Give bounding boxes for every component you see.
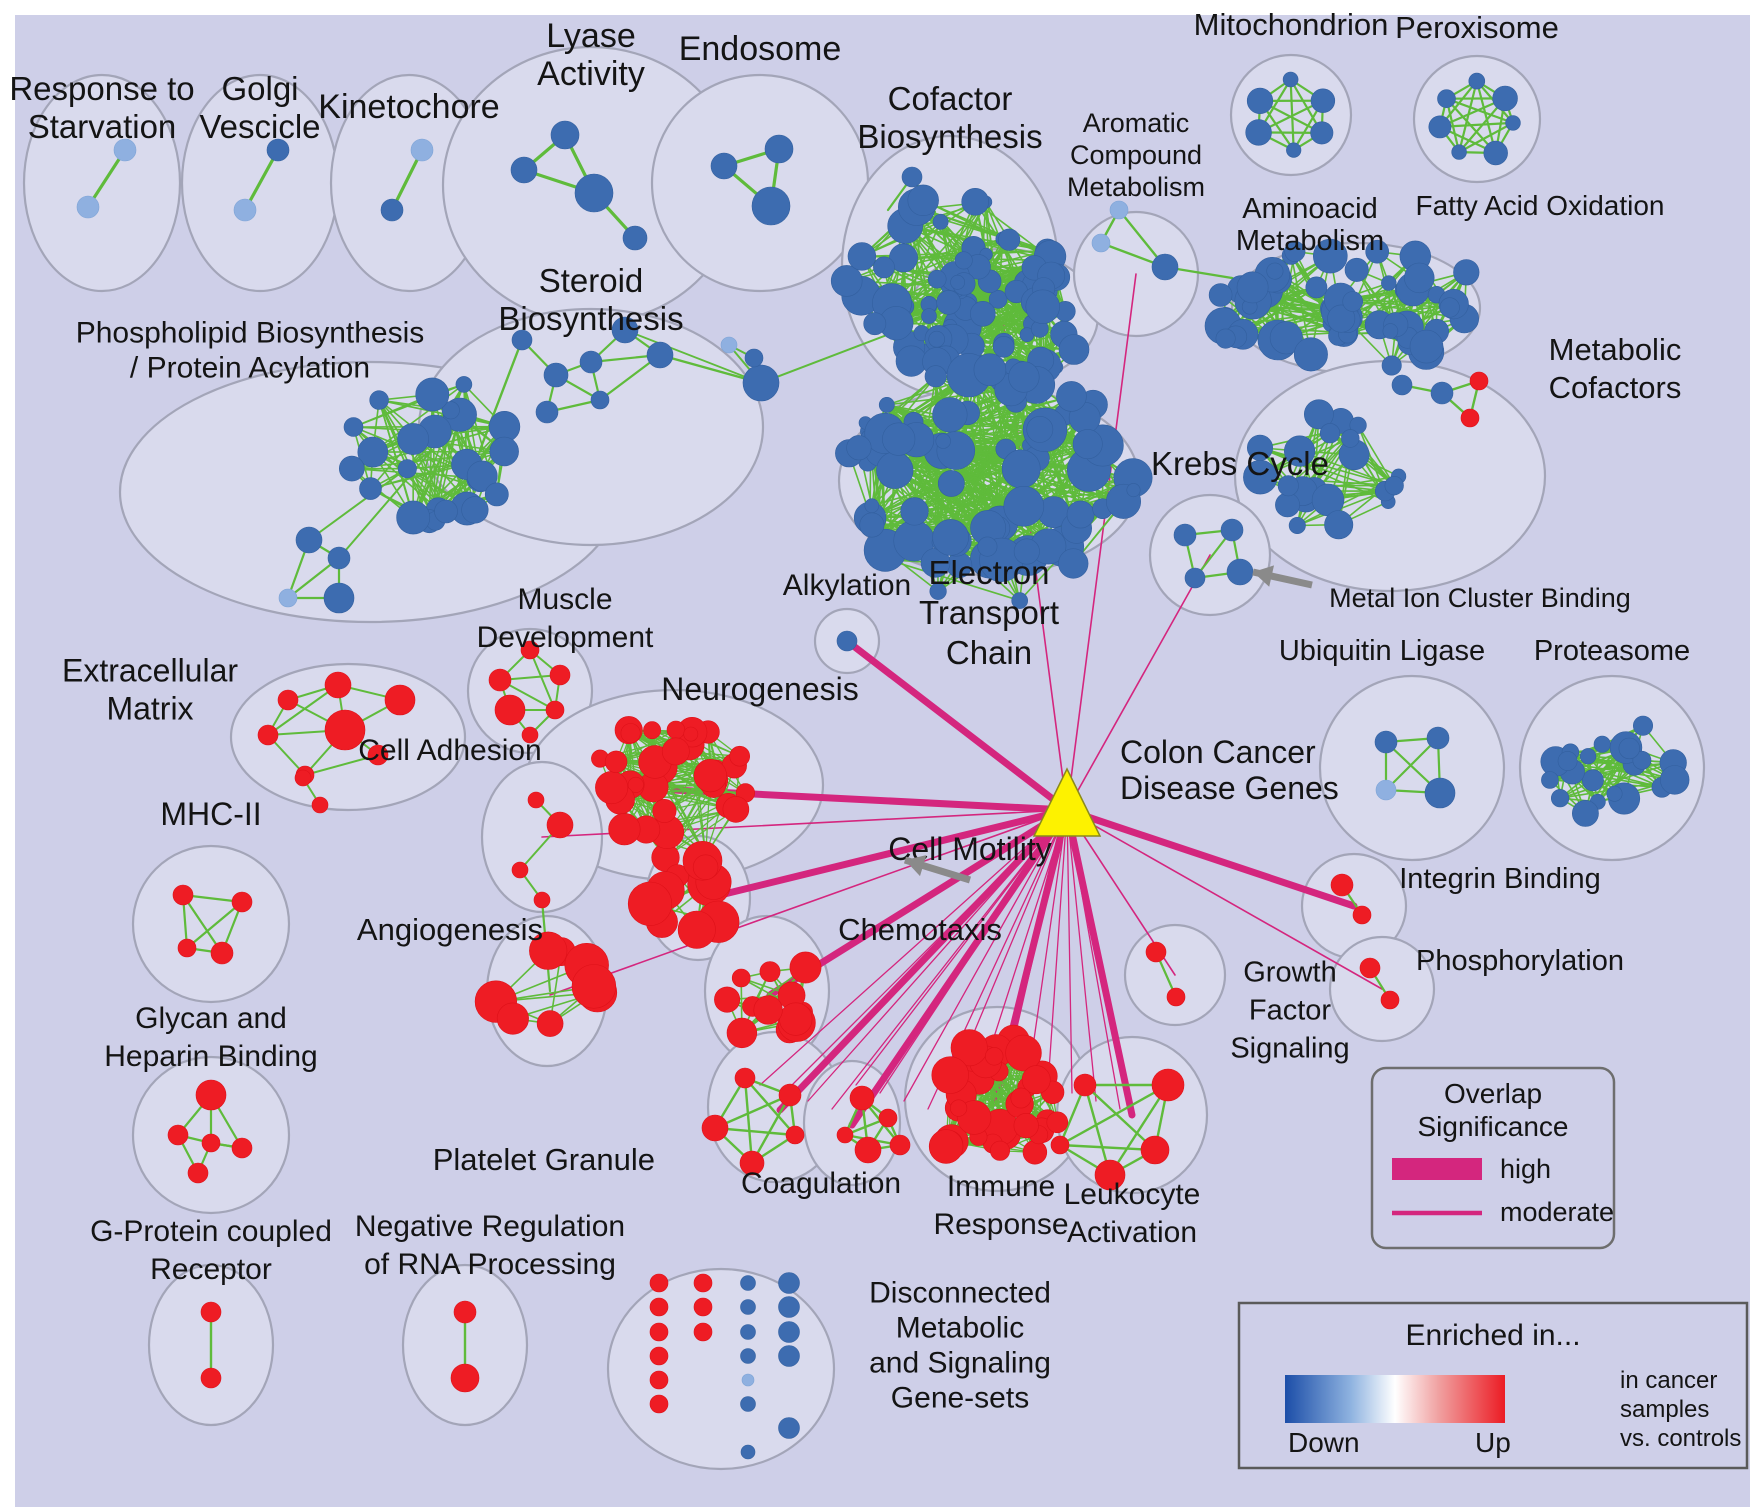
svg-text:Factor: Factor bbox=[1249, 995, 1332, 1027]
svg-text:Disconnected: Disconnected bbox=[869, 1276, 1051, 1309]
svg-text:Alkylation: Alkylation bbox=[783, 569, 911, 602]
svg-text:Disease Genes: Disease Genes bbox=[1120, 770, 1339, 806]
svg-text:Aminoacid: Aminoacid bbox=[1242, 193, 1377, 225]
svg-text:Significance: Significance bbox=[1418, 1111, 1569, 1142]
svg-text:Chemotaxis: Chemotaxis bbox=[838, 912, 1002, 947]
svg-text:Golgi: Golgi bbox=[221, 70, 298, 107]
svg-text:Extracellular: Extracellular bbox=[62, 653, 238, 689]
svg-text:Chain: Chain bbox=[946, 634, 1032, 671]
svg-text:Response: Response bbox=[933, 1208, 1068, 1241]
svg-text:Muscle: Muscle bbox=[517, 583, 612, 616]
svg-text:Glycan and: Glycan and bbox=[135, 1002, 287, 1035]
svg-text:Phosphorylation: Phosphorylation bbox=[1416, 945, 1624, 977]
svg-text:samples: samples bbox=[1620, 1396, 1709, 1423]
svg-text:of RNA Processing: of RNA Processing bbox=[364, 1248, 616, 1281]
svg-text:Peroxisome: Peroxisome bbox=[1395, 10, 1559, 45]
svg-text:Angiogenesis: Angiogenesis bbox=[357, 912, 543, 947]
svg-text:Platelet Granule: Platelet Granule bbox=[433, 1142, 655, 1177]
svg-text:Mitochondrion: Mitochondrion bbox=[1194, 7, 1389, 42]
svg-text:Proteasome: Proteasome bbox=[1534, 635, 1690, 667]
svg-text:/ Protein Acylation: / Protein Acylation bbox=[130, 351, 370, 384]
svg-text:Development: Development bbox=[477, 621, 654, 654]
svg-text:Kinetochore: Kinetochore bbox=[318, 88, 499, 126]
svg-text:Compound: Compound bbox=[1070, 140, 1202, 170]
svg-text:Overlap: Overlap bbox=[1444, 1078, 1542, 1109]
svg-text:Coagulation: Coagulation bbox=[741, 1167, 901, 1200]
svg-text:Immune: Immune bbox=[947, 1170, 1055, 1203]
svg-text:Vescicle: Vescicle bbox=[199, 108, 320, 145]
svg-text:Activity: Activity bbox=[537, 55, 645, 93]
svg-text:Starvation: Starvation bbox=[28, 108, 177, 145]
svg-text:Matrix: Matrix bbox=[106, 691, 193, 727]
svg-text:Negative Regulation: Negative Regulation bbox=[355, 1210, 625, 1243]
svg-text:Metabolism: Metabolism bbox=[1067, 172, 1205, 202]
svg-text:Krebs Cycle: Krebs Cycle bbox=[1151, 445, 1329, 482]
svg-text:Up: Up bbox=[1475, 1427, 1511, 1458]
svg-text:moderate: moderate bbox=[1500, 1197, 1614, 1227]
svg-text:Activation: Activation bbox=[1067, 1216, 1197, 1249]
svg-text:G-Protein coupled: G-Protein coupled bbox=[90, 1215, 332, 1248]
svg-text:Signaling: Signaling bbox=[1230, 1033, 1349, 1065]
svg-text:Fatty Acid Oxidation: Fatty Acid Oxidation bbox=[1415, 190, 1664, 221]
svg-text:in cancer: in cancer bbox=[1620, 1367, 1717, 1394]
svg-text:vs. controls: vs. controls bbox=[1620, 1425, 1741, 1452]
svg-text:Enriched in...: Enriched in... bbox=[1405, 1319, 1580, 1352]
svg-text:Gene-sets: Gene-sets bbox=[891, 1381, 1029, 1414]
svg-text:Integrin Binding: Integrin Binding bbox=[1399, 863, 1601, 895]
svg-text:Cell Adhesion: Cell Adhesion bbox=[358, 734, 541, 767]
svg-text:Biosynthesis: Biosynthesis bbox=[498, 300, 683, 337]
svg-text:Endosome: Endosome bbox=[679, 30, 842, 68]
svg-text:Cofactors: Cofactors bbox=[1549, 370, 1682, 405]
svg-text:Phospholipid Biosynthesis: Phospholipid Biosynthesis bbox=[76, 316, 425, 349]
svg-text:Colon Cancer: Colon Cancer bbox=[1120, 734, 1316, 770]
svg-text:Cofactor: Cofactor bbox=[888, 80, 1013, 117]
svg-text:Leukocyte: Leukocyte bbox=[1064, 1178, 1201, 1211]
svg-text:Biosynthesis: Biosynthesis bbox=[857, 118, 1042, 155]
svg-text:Metabolic: Metabolic bbox=[896, 1311, 1024, 1344]
svg-text:Transport: Transport bbox=[919, 594, 1059, 631]
svg-text:Response to: Response to bbox=[9, 70, 194, 107]
svg-text:Ubiquitin Ligase: Ubiquitin Ligase bbox=[1279, 635, 1485, 667]
svg-text:Electron: Electron bbox=[928, 554, 1049, 591]
svg-text:Metabolic: Metabolic bbox=[1549, 332, 1682, 367]
svg-text:MHC-II: MHC-II bbox=[160, 796, 261, 832]
svg-text:Aromatic: Aromatic bbox=[1083, 108, 1190, 138]
svg-text:Lyase: Lyase bbox=[546, 17, 635, 55]
svg-text:high: high bbox=[1500, 1154, 1551, 1184]
svg-text:and Signaling: and Signaling bbox=[869, 1346, 1051, 1379]
svg-text:Metabolism: Metabolism bbox=[1236, 225, 1384, 257]
svg-text:Receptor: Receptor bbox=[150, 1253, 272, 1286]
svg-text:Neurogenesis: Neurogenesis bbox=[661, 671, 858, 707]
svg-text:Down: Down bbox=[1288, 1427, 1360, 1458]
svg-text:Metal Ion Cluster Binding: Metal Ion Cluster Binding bbox=[1329, 583, 1631, 613]
svg-text:Growth: Growth bbox=[1243, 957, 1336, 989]
svg-text:Steroid: Steroid bbox=[539, 262, 644, 299]
svg-text:Heparin Binding: Heparin Binding bbox=[104, 1040, 317, 1073]
